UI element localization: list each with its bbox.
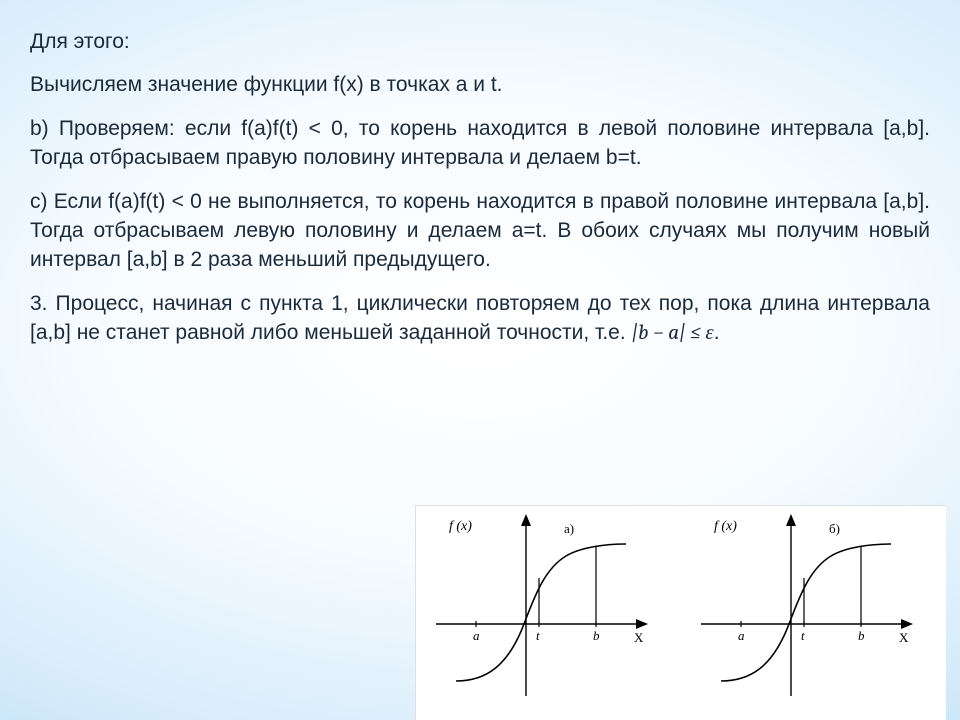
chart-panel-b: f (x) б) a t b X — [681, 506, 946, 720]
chart-a-x-axis-label: X — [634, 630, 644, 645]
charts-container: f (x) а) a t b X f (x) б) a t b X — [415, 505, 946, 720]
chart-a-svg: f (x) а) a t b X — [416, 506, 681, 720]
chart-b-x-arrow-icon — [901, 619, 913, 629]
paragraph-1: Вычисляем значение функции f(x) в точках… — [30, 70, 930, 99]
chart-a-tick-a-label: a — [473, 628, 480, 643]
chart-a-curve — [456, 544, 626, 681]
chart-b-tick-b-label: b — [858, 628, 865, 643]
chart-b-tick-a-label: a — [738, 628, 745, 643]
paragraph-4-math: |b − a| ≤ ε — [632, 321, 714, 345]
chart-b-svg: f (x) б) a t b X — [681, 506, 946, 720]
chart-a-x-arrow-icon — [636, 619, 648, 629]
chart-b-curve — [721, 544, 891, 681]
chart-b-x-axis-label: X — [899, 630, 909, 645]
chart-a-panel-label: а) — [564, 521, 574, 536]
paragraph-4-post: . — [714, 321, 720, 344]
paragraph-2: b) Проверяем: если f(a)f(t) < 0, то коре… — [30, 114, 930, 173]
chart-b-y-arrow-icon — [786, 514, 796, 526]
chart-panel-a: f (x) а) a t b X — [416, 506, 681, 720]
paragraph-4-pre: 3. Процесс, начиная с пункта 1, цикличес… — [30, 292, 930, 344]
chart-b-fx-label: f (x) — [714, 519, 737, 534]
chart-a-tick-t-label: t — [536, 628, 540, 643]
chart-a-tick-b-label: b — [593, 628, 600, 643]
chart-a-fx-label: f (x) — [449, 519, 472, 534]
lead-line: Для этого: — [30, 28, 930, 56]
chart-a-y-arrow-icon — [521, 514, 531, 526]
paragraph-3: c) Если f(a)f(t) < 0 не выполняется, то … — [30, 187, 930, 275]
chart-b-tick-t-label: t — [801, 628, 805, 643]
chart-b-panel-label: б) — [829, 521, 840, 536]
paragraph-4: 3. Процесс, начиная с пункта 1, цикличес… — [30, 289, 930, 349]
